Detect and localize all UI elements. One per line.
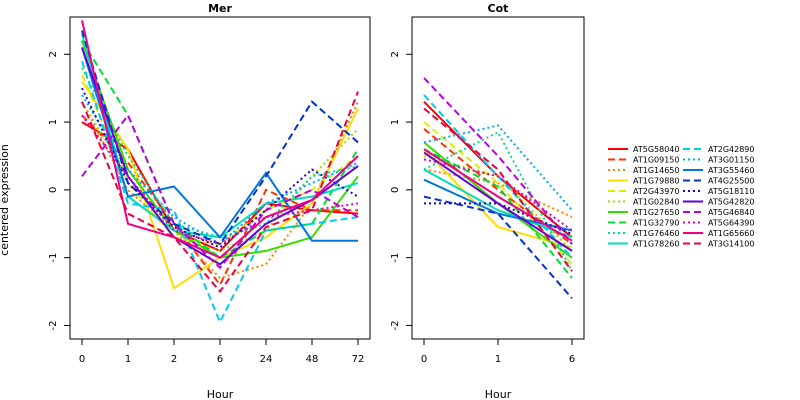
legend-label-at1g76460: AT1G76460 bbox=[633, 229, 679, 238]
y-tick-label: -1 bbox=[48, 253, 59, 263]
y-tick-label: 2 bbox=[390, 51, 401, 57]
y-tick-label: -2 bbox=[48, 320, 59, 330]
legend-label-at5g58040: AT5G58040 bbox=[633, 145, 679, 154]
series-line-at1g32790 bbox=[423, 148, 573, 279]
series-line-at5g42820 bbox=[423, 151, 573, 252]
panel-title: Cot bbox=[488, 2, 509, 15]
y-tick-label: -2 bbox=[390, 320, 401, 330]
series-line-at1g78260 bbox=[423, 168, 573, 239]
legend-label-at5g46840: AT5G46840 bbox=[708, 208, 754, 217]
series-line-at2g42890 bbox=[423, 94, 573, 259]
series-line-at3g14100 bbox=[423, 107, 573, 272]
series-line-at3g55460 bbox=[81, 47, 358, 242]
x-axis-label: Hour bbox=[207, 388, 234, 400]
series-line-at5g46840 bbox=[81, 113, 359, 270]
x-tick-label: 48 bbox=[306, 354, 319, 365]
y-axis-label: centered expression bbox=[0, 144, 11, 256]
legend-label-at5g42820: AT5G42820 bbox=[708, 198, 754, 207]
legend-label-at1g78260: AT1G78260 bbox=[633, 240, 679, 249]
legend-label-at5g64390: AT5G64390 bbox=[708, 219, 754, 228]
x-tick-label: 6 bbox=[569, 354, 575, 365]
series-line-at4g25500 bbox=[81, 30, 359, 246]
legend-label-at4g25500: AT4G25500 bbox=[708, 177, 754, 186]
x-tick-label: 1 bbox=[495, 354, 501, 365]
y-tick-label: 0 bbox=[390, 187, 401, 193]
y-tick-label: -1 bbox=[390, 253, 401, 263]
legend: AT5G58040AT1G09150AT1G14650AT1G79880AT2G… bbox=[608, 145, 754, 249]
panel-title: Mer bbox=[208, 2, 232, 15]
series-line-at2g43970 bbox=[423, 121, 573, 266]
panel-mer: Mer -2 -1 0 1 2 0 1 2 6 24 48 72 Hour bbox=[48, 2, 371, 400]
legend-label-at1g79880: AT1G79880 bbox=[633, 177, 679, 186]
legend-label-at1g65660: AT1G65660 bbox=[708, 229, 754, 238]
series-line-at5g18110 bbox=[81, 87, 359, 249]
series-line-at1g76460 bbox=[81, 67, 359, 239]
panel-cot: Cot -2 -1 0 1 2 0 1 6 Hour bbox=[390, 2, 585, 400]
legend-label-at1g27650: AT1G27650 bbox=[633, 208, 679, 217]
legend-label-at1g09150: AT1G09150 bbox=[633, 156, 679, 165]
series-line-at1g65660 bbox=[423, 148, 573, 242]
series-line-at2g42890 bbox=[81, 60, 359, 325]
series-line-at3g01150 bbox=[423, 124, 573, 211]
x-tick-label: 72 bbox=[352, 354, 365, 365]
legend-label-at3g14100: AT3G14100 bbox=[708, 240, 754, 249]
legend-label-at3g01150: AT3G01150 bbox=[708, 156, 754, 165]
x-tick-label: 0 bbox=[421, 354, 427, 365]
x-axis-label: Hour bbox=[485, 388, 512, 400]
legend-label-at1g02840: AT1G02840 bbox=[633, 198, 679, 207]
y-tick-label: 2 bbox=[48, 51, 59, 57]
legend-label-at2g43970: AT2G43970 bbox=[633, 187, 679, 196]
series-line-at1g02840 bbox=[81, 101, 359, 252]
legend-label-at3g55460: AT3G55460 bbox=[708, 166, 754, 175]
y-tick-label: 1 bbox=[48, 119, 59, 125]
x-tick-label: 1 bbox=[125, 354, 131, 365]
series-line-at5g64390 bbox=[81, 114, 359, 246]
x-tick-label: 24 bbox=[260, 354, 273, 365]
legend-label-at2g42890: AT2G42890 bbox=[708, 145, 754, 154]
series-line-at5g46840 bbox=[423, 77, 573, 245]
series-line-at1g65660 bbox=[81, 20, 359, 259]
y-tick-label: 0 bbox=[48, 187, 59, 193]
y-tick-label: 1 bbox=[390, 119, 401, 125]
x-tick-label: 0 bbox=[79, 354, 85, 365]
legend-label-at5g18110: AT5G18110 bbox=[708, 187, 754, 196]
x-tick-label: 2 bbox=[171, 354, 177, 365]
x-tick-label: 6 bbox=[217, 354, 223, 365]
legend-label-at1g14650: AT1G14650 bbox=[633, 166, 679, 175]
series-line-at3g14100 bbox=[81, 91, 359, 294]
legend-label-at1g32790: AT1G32790 bbox=[633, 219, 679, 228]
series-line-at4g25500 bbox=[423, 195, 573, 299]
